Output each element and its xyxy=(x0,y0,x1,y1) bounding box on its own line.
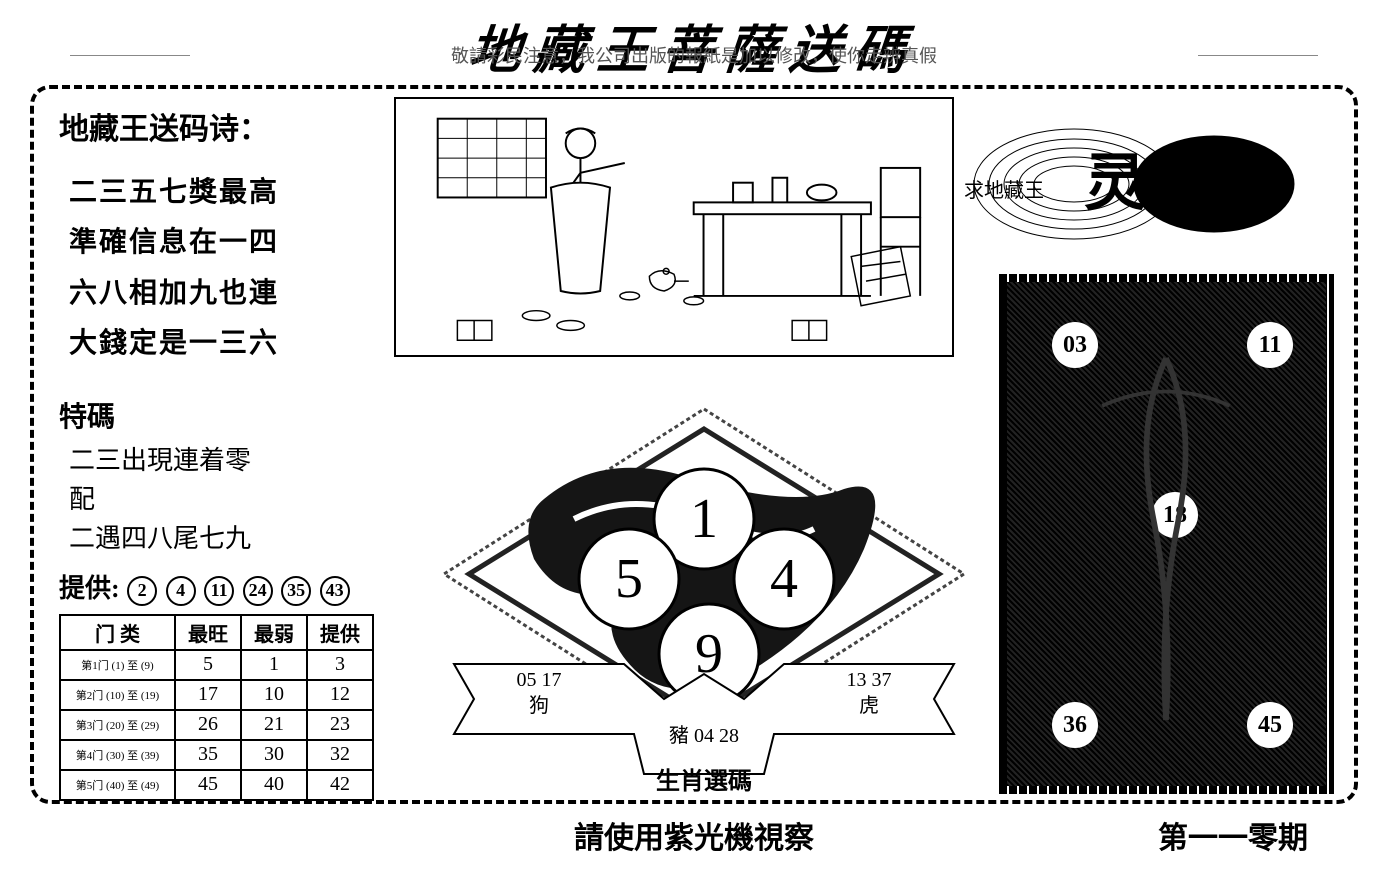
diamond-num: 1 xyxy=(690,488,718,550)
row-label: 第5门 (40) 至 (49) xyxy=(60,770,175,800)
poem-line: 大錢定是一三六 xyxy=(69,319,399,369)
cell: 32 xyxy=(307,740,373,770)
provide-num: 43 xyxy=(320,576,350,606)
cell: 23 xyxy=(307,710,373,740)
cell: 45 xyxy=(175,770,241,800)
stamp-big-char: 灵 xyxy=(1084,150,1146,218)
special-line: 二遇四八尾七九 xyxy=(69,519,399,558)
col-header: 最旺 xyxy=(175,615,241,650)
cell: 17 xyxy=(175,680,241,710)
left-column: 地藏王送码诗： 二三五七獎最高 準確信息在一四 六八相加九也連 大錢定是一三六 … xyxy=(59,104,399,801)
issue-number: 第一一零期 xyxy=(1158,813,1308,857)
dark-number-card: 03 11 18 36 45 xyxy=(999,274,1334,794)
table-row: 第2门 (10) 至 (19) 17 10 12 xyxy=(60,680,373,710)
stamp-small-text: 求地藏王 xyxy=(964,179,1044,202)
provide-num: 35 xyxy=(281,576,311,606)
provide-num: 4 xyxy=(166,576,196,606)
poem-line: 六八相加九也連 xyxy=(69,269,399,319)
provide-num: 11 xyxy=(204,576,234,606)
zodiac-center-nums: 04 28 xyxy=(694,725,739,747)
table-row: 第4门 (30) 至 (39) 35 30 32 xyxy=(60,740,373,770)
table-row: 第1门 (1) 至 (9) 5 1 3 xyxy=(60,650,373,680)
zodiac-right-animal: 虎 xyxy=(859,694,879,717)
diamond-num: 4 xyxy=(770,548,798,610)
row-label: 第2门 (10) 至 (19) xyxy=(60,680,175,710)
phoenix-icon xyxy=(1007,282,1326,777)
illustration-scene xyxy=(394,97,954,357)
table-row: 第3门 (20) 至 (29) 26 21 23 xyxy=(60,710,373,740)
special-line: 二三出現連着零 xyxy=(69,441,399,480)
cell: 21 xyxy=(241,710,307,740)
scholar-scene-icon xyxy=(396,99,952,355)
provide-row: 提供: 2 4 11 24 35 43 xyxy=(59,568,399,606)
zodiac-left-nums: 05 17 xyxy=(517,669,562,691)
cell: 1 xyxy=(241,650,307,680)
poem-lines: 二三五七獎最高 準確信息在一四 六八相加九也連 大錢定是一三六 xyxy=(59,168,399,370)
stats-table: 门 类 最旺 最弱 提供 第1门 (1) 至 (9) 5 1 3 第2门 (10… xyxy=(59,614,374,801)
special-lines: 二三出現連着零 配 二遇四八尾七九 xyxy=(59,441,399,558)
provide-num: 24 xyxy=(243,576,273,606)
row-label: 第1门 (1) 至 (9) xyxy=(60,650,175,680)
cell: 26 xyxy=(175,710,241,740)
special-line: 配 xyxy=(69,480,399,519)
col-header: 最弱 xyxy=(241,615,307,650)
fingerprint-icon: 求地藏王 灵 xyxy=(924,119,1304,249)
zodiac-title: 生肖選碼 xyxy=(656,768,752,795)
poem-line: 二三五七獎最高 xyxy=(69,168,399,218)
cell: 42 xyxy=(307,770,373,800)
svg-text:豬 04 28: 豬 04 28 xyxy=(669,724,739,747)
cell: 3 xyxy=(307,650,373,680)
zodiac-right-nums: 13 37 xyxy=(847,669,892,691)
cell: 35 xyxy=(175,740,241,770)
poem-heading: 地藏王送码诗： xyxy=(59,104,399,148)
provide-label: 提供: xyxy=(59,574,120,603)
zodiac-center-animal: 豬 xyxy=(669,724,689,747)
poem-line: 準確信息在一四 xyxy=(69,218,399,268)
main-frame: 地藏王送码诗： 二三五七獎最高 準確信息在一四 六八相加九也連 大錢定是一三六 … xyxy=(30,85,1358,804)
col-header: 门 类 xyxy=(60,615,175,650)
banner-icon: 05 17 狗 13 37 虎 豬 04 28 生肖選碼 xyxy=(424,644,984,799)
subtitle: 敬請彩民注意，我公司出版的報紙是加以修改，使你走辨真假 xyxy=(200,42,1188,68)
cell: 40 xyxy=(241,770,307,800)
cell: 30 xyxy=(241,740,307,770)
table-header-row: 门 类 最旺 最弱 提供 xyxy=(60,615,373,650)
special-heading: 特碼 xyxy=(59,395,399,435)
row-label: 第3门 (20) 至 (29) xyxy=(60,710,175,740)
table-row: 第5门 (40) 至 (49) 45 40 42 xyxy=(60,770,373,800)
diamond-num: 5 xyxy=(615,548,643,610)
row-label: 第4门 (30) 至 (39) xyxy=(60,740,175,770)
col-header: 提供 xyxy=(307,615,373,650)
zodiac-left-animal: 狗 xyxy=(529,694,549,717)
cell: 12 xyxy=(307,680,373,710)
zodiac-banner: 05 17 狗 13 37 虎 豬 04 28 生肖選碼 xyxy=(424,644,984,799)
provide-num: 2 xyxy=(127,576,157,606)
cell: 10 xyxy=(241,680,307,710)
fingerprint-stamp: 求地藏王 灵 xyxy=(924,119,1304,249)
cell: 5 xyxy=(175,650,241,680)
